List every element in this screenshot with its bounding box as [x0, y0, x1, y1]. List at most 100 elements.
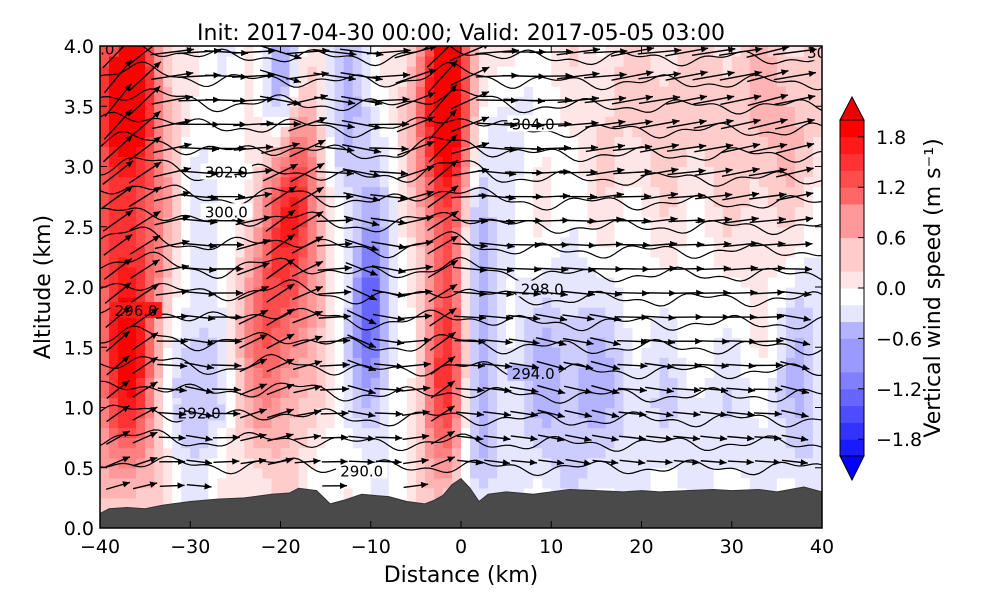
heatmap-cell: [280, 407, 291, 419]
heatmap-cell: [172, 116, 182, 127]
heatmap-cell: [388, 427, 399, 439]
heatmap-cell: [668, 276, 679, 288]
heatmap-cell: [497, 407, 507, 419]
wind-vector-shaft: [127, 46, 155, 67]
heatmap-cell: [650, 46, 661, 57]
heatmap-cell: [307, 397, 318, 409]
heatmap-cell: [235, 417, 246, 429]
heatmap-cell: [370, 397, 381, 409]
heatmap-cell: [199, 327, 209, 338]
heatmap-cell: [587, 467, 597, 479]
heatmap-cell: [623, 417, 634, 429]
wind-vector-head: [724, 216, 732, 223]
heatmap-cell: [632, 236, 643, 248]
heatmap-cell: [578, 447, 588, 459]
heatmap-cell: [506, 206, 516, 218]
heatmap-cell: [623, 427, 634, 439]
heatmap-cell: [415, 397, 426, 409]
theta-contour-line: [100, 301, 822, 332]
heatmap-cell: [316, 467, 327, 479]
heatmap-cell: [145, 196, 155, 208]
heatmap-cell: [749, 86, 760, 97]
heatmap-cell: [379, 146, 390, 158]
heatmap-cell: [713, 367, 724, 378]
heatmap-cell: [325, 146, 336, 158]
heatmap-cell: [668, 387, 679, 399]
heatmap-cell: [668, 467, 679, 479]
heatmap-cell: [442, 437, 453, 449]
wind-vector-head: [152, 211, 161, 218]
heatmap-cell: [758, 337, 769, 348]
heatmap-cell: [190, 106, 200, 117]
wind-vector-head: [124, 234, 133, 242]
heatmap-cell: [109, 276, 119, 288]
heatmap-cell: [695, 86, 706, 97]
heatmap-cell: [226, 116, 236, 127]
heatmap-cell: [199, 196, 209, 208]
heatmap-cell: [758, 357, 769, 368]
heatmap-cell: [163, 447, 173, 459]
heatmap-cell: [154, 497, 164, 509]
heatmap-cell: [289, 276, 300, 288]
heatmap-cell: [776, 86, 787, 97]
heatmap-cell: [325, 246, 336, 258]
heatmap-cell: [190, 156, 200, 168]
heatmap-cell: [794, 367, 805, 378]
theta-contour-line: [100, 325, 822, 356]
heatmap-cell: [767, 226, 778, 238]
heatmap-cell: [226, 467, 236, 479]
wind-vector-head: [557, 388, 566, 395]
heatmap-cell: [424, 427, 435, 439]
heatmap-cell: [136, 317, 146, 328]
heatmap-cell: [533, 387, 543, 399]
heatmap-cell: [253, 297, 264, 308]
heatmap-cell: [361, 417, 372, 429]
heatmap-cell: [118, 196, 128, 208]
heatmap-cell: [596, 276, 606, 288]
wind-vector-head: [778, 216, 786, 223]
heatmap-cell: [695, 357, 706, 368]
heatmap-cell: [118, 56, 128, 67]
heatmap-cell: [650, 136, 661, 148]
heatmap-cell: [154, 477, 164, 489]
heatmap-cell: [776, 236, 787, 248]
heatmap-cell: [451, 417, 462, 429]
heatmap-cell: [217, 377, 227, 389]
wind-vector-head: [293, 121, 301, 128]
heatmap-cell: [451, 337, 462, 348]
wind-vector-head: [208, 290, 216, 298]
heatmap-cell: [578, 377, 588, 389]
heatmap-cell: [740, 397, 751, 409]
heatmap-cell: [109, 287, 119, 298]
heatmap-cell: [488, 447, 498, 459]
wind-vector-head: [775, 386, 783, 393]
heatmap-cell: [479, 176, 489, 188]
heatmap-cell: [136, 347, 146, 358]
heatmap-cell: [695, 347, 706, 358]
heatmap-cell: [542, 206, 552, 218]
heatmap-cell: [560, 56, 570, 67]
heatmap-cell: [271, 86, 282, 97]
heatmap-cell: [244, 66, 255, 77]
heatmap-cell: [415, 317, 426, 328]
heatmap-cell: [659, 176, 670, 188]
heatmap-cell: [479, 236, 489, 248]
heatmap-cell: [100, 367, 110, 378]
wind-vector-head: [344, 289, 352, 296]
heatmap-cell: [415, 56, 426, 67]
heatmap-cell: [533, 226, 543, 238]
heatmap-cell: [289, 256, 300, 268]
heatmap-cell: [488, 156, 498, 168]
heatmap-cell: [100, 176, 110, 188]
heatmap-cell: [677, 337, 688, 348]
wind-vector-head: [180, 338, 188, 345]
wind-vector-head: [122, 431, 130, 438]
heatmap-cell: [154, 357, 164, 368]
heatmap-cell: [695, 307, 706, 318]
heatmap-cell: [812, 397, 822, 409]
heatmap-cell: [325, 497, 336, 509]
wind-vector-head: [287, 234, 295, 242]
heatmap-cell: [686, 317, 697, 328]
heatmap-cell: [812, 106, 822, 117]
heatmap-cell: [614, 447, 625, 459]
